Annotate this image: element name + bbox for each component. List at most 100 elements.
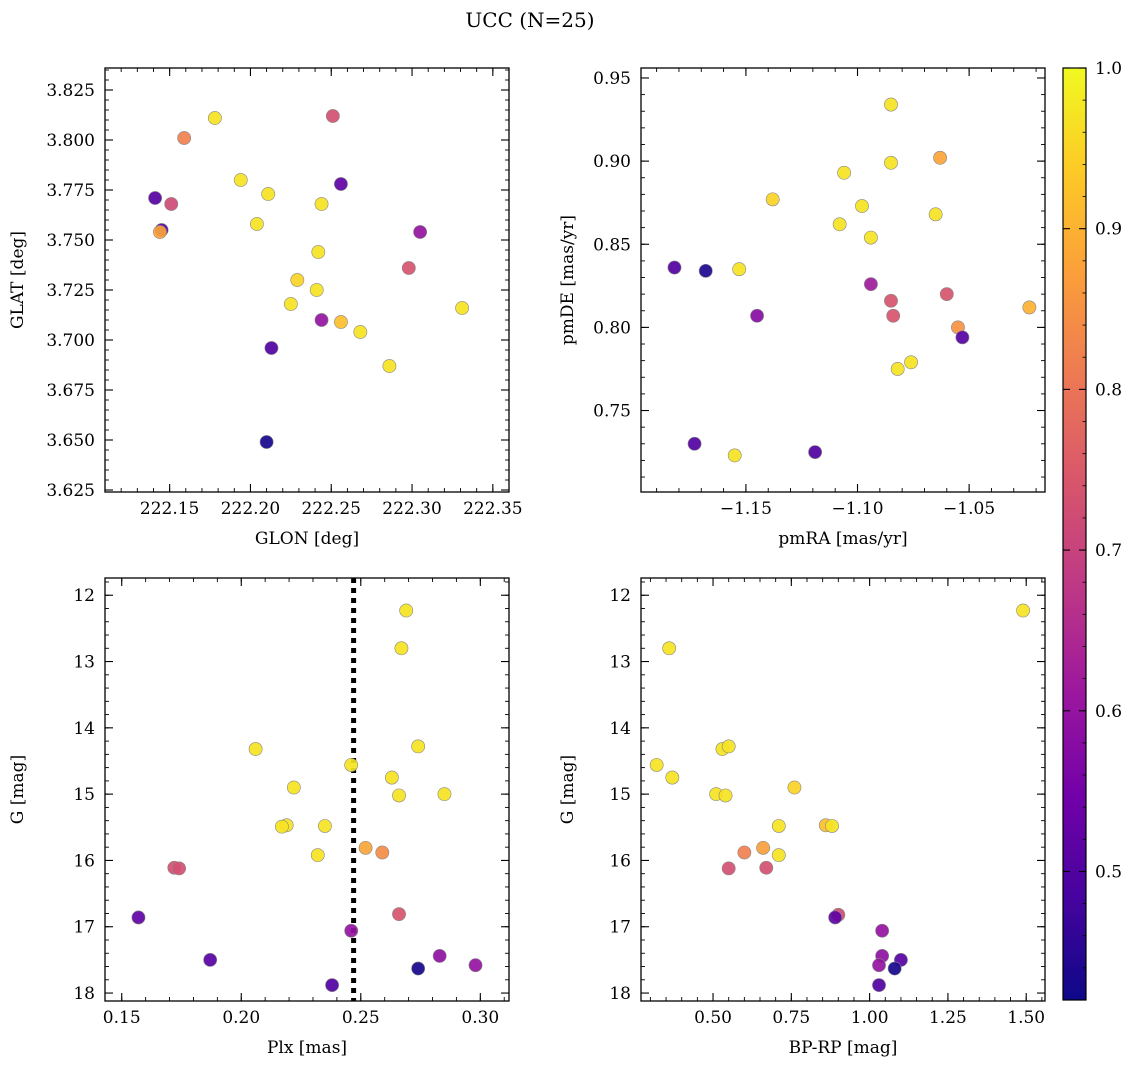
y-tick-label: 3.800 <box>46 131 95 151</box>
x-tick-label: 1.00 <box>851 1008 889 1028</box>
data-point <box>384 770 399 785</box>
data-point <box>432 949 447 963</box>
colorbar-tick-label: 0.6 <box>1095 702 1122 722</box>
data-point <box>828 910 843 925</box>
x-tick-label: 0.15 <box>103 1008 141 1028</box>
x-axis-label: Plx [mas] <box>267 1038 347 1058</box>
data-point <box>721 861 736 876</box>
x-tick-label: 222.25 <box>301 499 360 519</box>
y-axis-label: G [mag] <box>558 755 578 824</box>
y-tick-label: 14 <box>609 719 631 739</box>
data-point <box>411 739 426 754</box>
y-tick-label: 0.85 <box>593 235 631 255</box>
data-point <box>886 308 901 323</box>
axes-frame <box>104 67 510 493</box>
data-point <box>904 355 918 370</box>
y-tick-label: 0.75 <box>593 402 631 422</box>
y-tick-label: 0.90 <box>593 152 631 172</box>
data-point <box>401 261 416 275</box>
y-tick-label: 3.750 <box>46 231 95 251</box>
colorbar: 0.5 0.6 0.7 0.8 0.9 1.0 <box>1062 59 1122 1001</box>
data-point <box>344 758 359 772</box>
data-point <box>875 923 890 938</box>
data-point <box>394 641 409 656</box>
figure-title: UCC (N=25) <box>465 8 594 32</box>
y-tick-label: 3.650 <box>46 431 95 451</box>
data-point <box>721 739 736 754</box>
data-point <box>207 111 222 125</box>
data-point <box>759 860 774 875</box>
data-point <box>687 436 702 451</box>
data-point <box>718 788 733 803</box>
x-tick-label: 0.20 <box>222 1008 260 1028</box>
data-point <box>832 217 847 232</box>
x-axis-label: pmRA [mas/yr] <box>778 529 907 549</box>
data-point <box>399 603 414 618</box>
data-point <box>765 192 780 207</box>
data-point <box>318 819 332 833</box>
colorbar-tick-label: 0.5 <box>1095 862 1122 882</box>
y-tick-label: 18 <box>73 984 95 1004</box>
y-tick-label: 3.700 <box>46 331 95 351</box>
data-point <box>413 225 428 239</box>
data-point <box>864 230 878 245</box>
x-tick-label: 222.15 <box>140 499 199 519</box>
data-point <box>353 325 368 339</box>
data-point <box>771 848 786 863</box>
x-tick-label: −1.15 <box>720 499 772 519</box>
x-tick-label: 0.75 <box>772 1008 810 1028</box>
data-point <box>382 359 397 373</box>
y-tick-label: 17 <box>609 918 631 938</box>
data-point <box>864 277 878 292</box>
data-point <box>325 978 340 992</box>
data-point <box>309 283 324 297</box>
y-tick-label: 0.80 <box>593 318 631 338</box>
x-tick-label: −1.10 <box>831 499 883 519</box>
data-point <box>665 770 680 785</box>
y-tick-label: 12 <box>609 586 631 606</box>
y-tick-label: 3.825 <box>46 81 95 101</box>
data-point <box>164 197 179 211</box>
data-point <box>872 958 886 973</box>
y-tick-label: 3.675 <box>46 381 95 401</box>
colorbar-gradient <box>1062 67 1087 1001</box>
data-point <box>939 287 954 302</box>
y-tick-label: 15 <box>73 785 95 805</box>
data-point <box>1022 300 1037 315</box>
x-tick-label: 0.50 <box>694 1008 732 1028</box>
y-tick-label: 17 <box>73 918 95 938</box>
data-point <box>310 848 325 863</box>
data-point <box>890 362 905 376</box>
x-tick-label: 222.20 <box>221 499 280 519</box>
x-axis-label: GLON [deg] <box>255 529 359 549</box>
y-tick-label: 16 <box>609 851 631 871</box>
y-tick-label: 13 <box>609 653 631 673</box>
y-tick-label: 0.95 <box>593 69 631 89</box>
data-point <box>264 341 279 355</box>
x-tick-label: 0.30 <box>461 1008 499 1028</box>
data-point <box>233 173 248 187</box>
x-tick-label: 0.25 <box>342 1008 380 1028</box>
data-point <box>808 445 822 459</box>
colorbar-ticks: 0.5 0.6 0.7 0.8 0.9 1.0 <box>1063 59 1122 969</box>
data-point <box>756 840 771 855</box>
x-tick-label: 1.25 <box>929 1008 967 1028</box>
x-tick-label: 222.30 <box>382 499 441 519</box>
colorbar-tick-label: 0.9 <box>1095 220 1122 240</box>
y-tick-label: 3.625 <box>46 481 95 501</box>
data-point <box>455 301 470 315</box>
colorbar-tick-label: 1.0 <box>1095 59 1122 79</box>
data-point <box>334 315 348 329</box>
data-point <box>649 758 664 772</box>
panel-sky-position: 222.15 222.20 222.25 222.30 222.35 3.625 3.650… <box>8 67 523 549</box>
data-point <box>314 197 329 211</box>
y-tick-label: 12 <box>73 586 95 606</box>
data-point <box>787 780 802 795</box>
axes-frame <box>640 67 1046 493</box>
data-point <box>698 263 713 278</box>
data-point <box>955 330 970 345</box>
colorbar-tick-label: 0.7 <box>1095 541 1122 561</box>
data-point <box>750 308 764 323</box>
data-point <box>131 910 146 925</box>
data-point <box>334 177 348 191</box>
